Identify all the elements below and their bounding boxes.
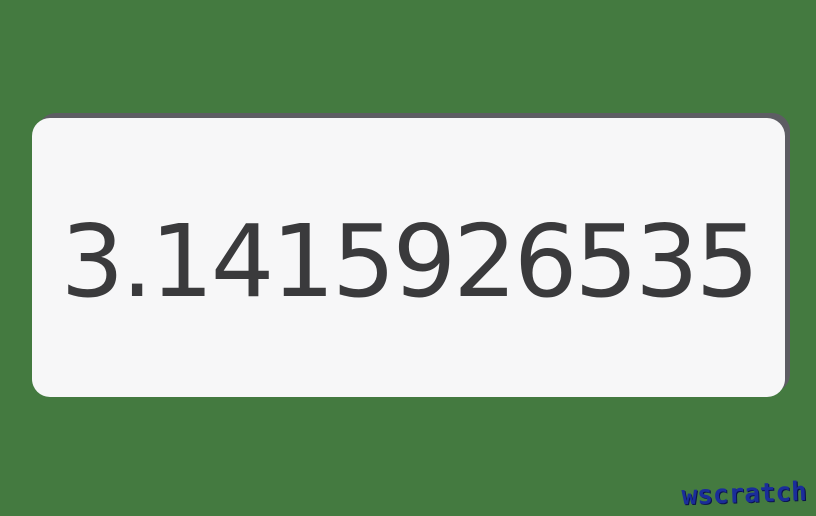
number-display-card: 3.1415926535 — [32, 118, 785, 397]
display-value: 3.1415926535 — [60, 202, 760, 320]
watermark-label: wscratch — [680, 477, 808, 512]
